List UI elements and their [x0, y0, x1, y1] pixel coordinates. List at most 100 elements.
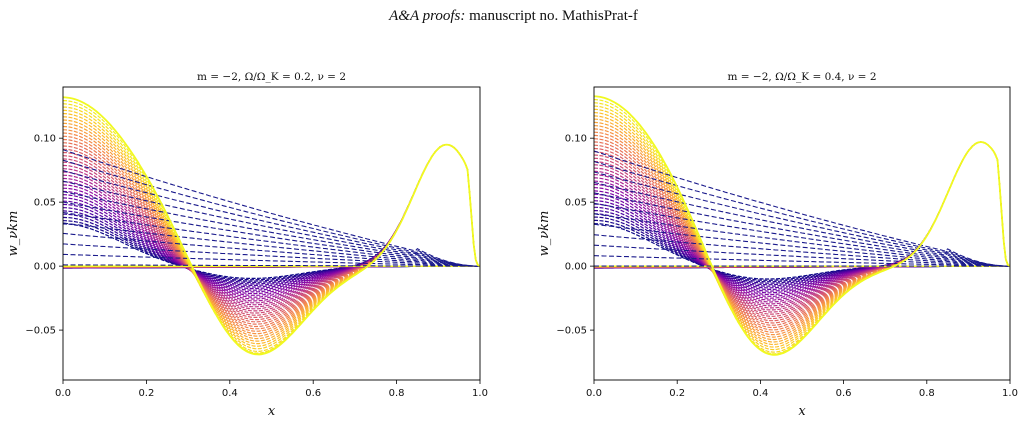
page-header: A&A proofs: manuscript no. MathisPrat-f [0, 8, 1027, 25]
series-line [594, 95, 1010, 356]
series-line [63, 143, 480, 290]
series-line [594, 121, 1010, 341]
dashed-curve [63, 170, 480, 267]
series-line [594, 105, 1010, 353]
y-tick-label: 0.05 [565, 198, 587, 209]
dashed-curve [63, 180, 480, 267]
series-line [63, 143, 480, 302]
dashed-curve [594, 181, 1010, 267]
x-tick: 0.2 [669, 380, 685, 399]
y-tick: 0.10 [34, 134, 63, 145]
x-tick: 0.0 [55, 380, 71, 399]
dashed-curve [63, 243, 480, 267]
y-tick-label: 0.10 [34, 134, 56, 145]
x-tick-label: 0.0 [586, 388, 602, 399]
plot-panel-2: 0.0 0.2 0.4 0.6 0.8 1.0 −0.05 0.00 0.05 0.10 m = −… [537, 71, 1018, 419]
series-line [63, 138, 480, 328]
plot-area [594, 95, 1010, 356]
y-tick-label: 0.10 [565, 134, 587, 145]
y-tick: −0.05 [556, 326, 594, 337]
series-line [63, 113, 480, 347]
series-line [63, 125, 480, 337]
y-axis-label: w_νkm [6, 211, 21, 257]
dashed-curve [63, 159, 480, 267]
series-line [594, 125, 1010, 338]
series-line [63, 143, 480, 282]
x-tick: 0.6 [836, 380, 852, 399]
dashed-curve [594, 202, 1010, 267]
series-line [63, 143, 480, 286]
dashed-curve [594, 213, 1010, 267]
x-tick-label: 0.6 [305, 388, 321, 399]
x-tick-label: 0.8 [919, 388, 935, 399]
x-tick: 0.4 [752, 380, 768, 399]
dashed-curve [594, 234, 1010, 267]
plot-area [63, 96, 480, 356]
dashed-curve [594, 255, 1010, 267]
dashed-curve [594, 150, 1010, 267]
y-tick: 0.10 [565, 134, 594, 145]
dashed-curve [63, 149, 480, 267]
x-tick: 0.2 [138, 380, 154, 399]
y-tick: 0.00 [565, 262, 594, 273]
plot-title: m = −2, Ω/Ω_K = 0.2, ν = 2 [197, 71, 346, 83]
series-line [63, 129, 480, 335]
manuscript-id: manuscript no. MathisPrat-f [465, 8, 638, 24]
axes-frame [593, 86, 1011, 381]
y-tick-label: 0.05 [34, 198, 56, 209]
dashed-curve [63, 201, 480, 267]
x-tick-label: 0.4 [222, 388, 238, 399]
series-line [63, 132, 480, 332]
dashed-curve [63, 253, 480, 267]
dashed-curve [594, 192, 1010, 267]
dashed-curve [594, 223, 1010, 267]
series-line [63, 143, 480, 296]
series-line [594, 141, 1010, 324]
x-tick-label: 1.0 [472, 388, 488, 399]
x-tick: 1.0 [1002, 380, 1018, 399]
dashed-curve [63, 191, 480, 267]
dashed-curve [63, 222, 480, 267]
series-line [63, 143, 480, 293]
dashed-curve [63, 211, 480, 267]
series-line [594, 128, 1010, 336]
y-tick-label: 0.00 [34, 262, 56, 273]
series-line [594, 98, 1010, 355]
y-axis-label: w_νkm [537, 211, 552, 257]
series-line [594, 95, 1010, 356]
series-line [594, 141, 1010, 320]
x-tick: 1.0 [472, 380, 488, 399]
x-axis-label: x [798, 404, 806, 419]
series-line [594, 141, 1010, 283]
series-line [594, 141, 1010, 317]
x-tick-label: 0.6 [836, 388, 852, 399]
axes-frame [62, 86, 481, 381]
journal-name: A&A proofs: [389, 8, 466, 24]
x-tick: 0.8 [389, 380, 405, 399]
series-line [594, 141, 1010, 296]
dashed-curve [594, 171, 1010, 267]
x-tick-label: 0.8 [389, 388, 405, 399]
series-line [63, 106, 480, 352]
y-tick: 0.00 [34, 262, 63, 273]
series-line [594, 141, 1010, 307]
series-line [63, 96, 480, 356]
plot-title: m = −2, Ω/Ω_K = 0.4, ν = 2 [727, 71, 876, 83]
x-axis-label: x [268, 404, 276, 419]
series-line [63, 135, 480, 330]
series-line [63, 143, 480, 304]
x-tick: 0.0 [586, 380, 602, 399]
y-tick-label: 0.00 [565, 262, 587, 273]
series-line [594, 131, 1010, 333]
y-tick-label: −0.05 [25, 326, 56, 337]
x-tick-label: 0.2 [138, 388, 154, 399]
series-line [594, 141, 1010, 322]
y-tick: 0.05 [565, 198, 594, 209]
dashed-curve [594, 160, 1010, 267]
series-line [63, 142, 480, 325]
plot-panel-1: 0.0 0.2 0.4 0.6 0.8 1.0 −0.05 0.00 0.05 0.10 m = −… [6, 71, 488, 419]
dashed-curve [594, 244, 1010, 267]
series-line [594, 141, 1010, 294]
y-tick: 0.05 [34, 198, 63, 209]
